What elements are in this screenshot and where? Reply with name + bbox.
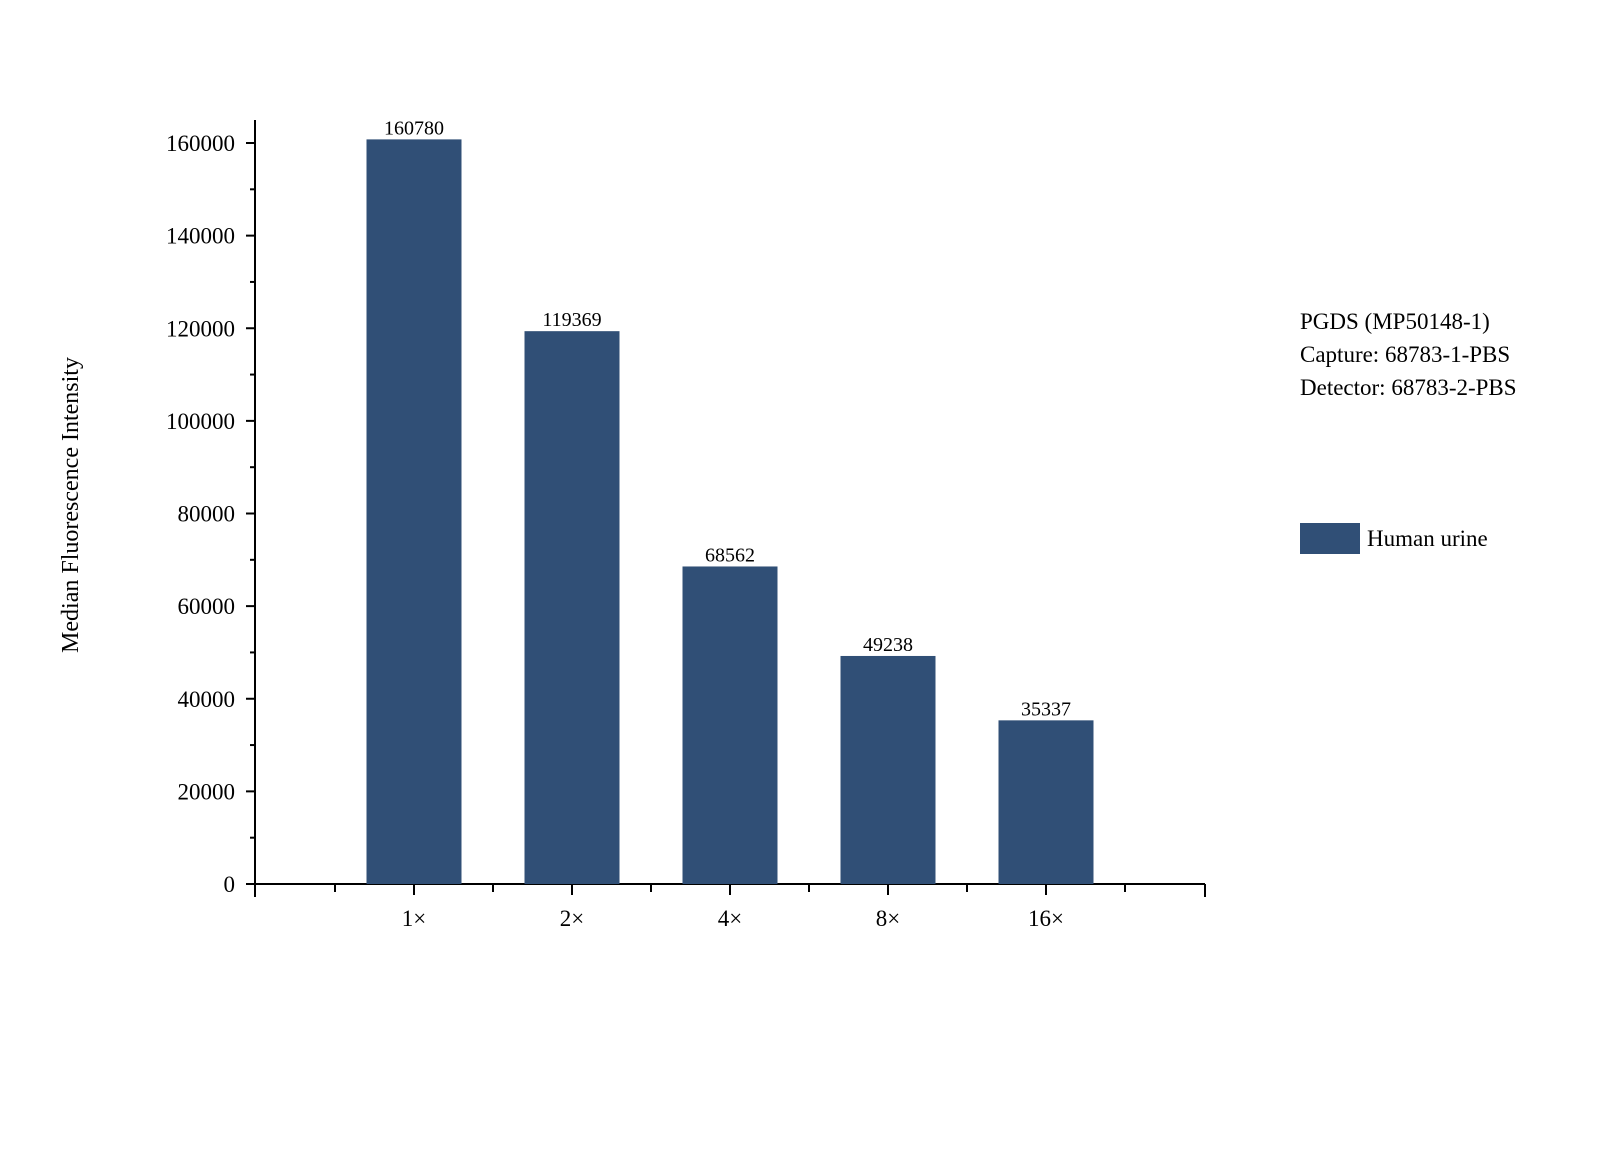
legend-swatch [1300,523,1360,554]
y-tick-label: 60000 [178,594,236,619]
data-label: 35337 [1021,698,1071,720]
data-label: 68562 [705,544,755,566]
bar [682,566,778,884]
info-line-capture: Capture: 68783-1-PBS [1300,342,1511,367]
y-axis: 0 20000 40000 60000 80000 100000 120000 140000 1… [166,120,256,897]
y-axis-label: Median Fluorescence Intensity [58,357,84,653]
y-tick-label: 140000 [166,224,235,249]
bar [998,720,1094,884]
x-tick-label: 2× [560,906,584,931]
y-tick-label: 0 [224,872,236,897]
bar [366,139,462,884]
y-tick-label: 120000 [166,316,235,341]
data-labels: 160780 119369 68562 49238 35337 [384,117,1071,720]
legend-label: Human urine [1367,525,1488,551]
y-tick-label: 40000 [178,687,236,712]
data-label: 119369 [542,309,601,331]
x-tick-label: 16× [1028,906,1064,931]
bar [840,655,936,884]
info-line-protein: PGDS (MP50148-1) [1300,309,1490,334]
legend: Human urine [1300,523,1488,554]
x-tick-label: 4× [718,906,742,931]
x-axis: 1× 2× 4× 8× 16× [254,883,1206,931]
y-tick-label: 80000 [178,502,236,527]
bar [524,331,620,884]
x-tick-label: 8× [876,906,900,931]
chart-info-block: PGDS (MP50148-1) Capture: 68783-1-PBS De… [1300,305,1517,404]
y-tick-label: 100000 [166,409,235,434]
data-label: 160780 [384,117,444,139]
info-line-detector: Detector: 68783-2-PBS [1300,375,1517,400]
y-tick-label: 160000 [166,131,235,156]
y-tick-label: 20000 [178,779,236,804]
x-tick-label: 1× [402,906,426,931]
bars [366,139,1094,884]
data-label: 49238 [863,634,913,656]
